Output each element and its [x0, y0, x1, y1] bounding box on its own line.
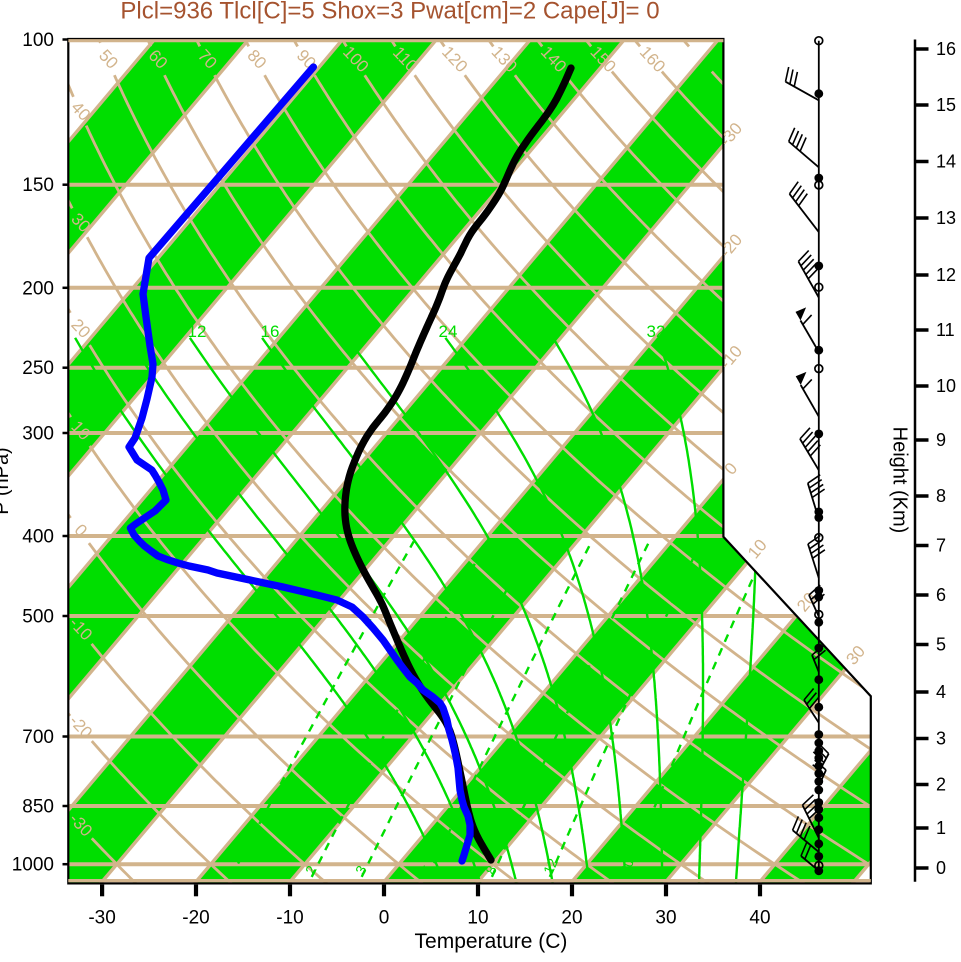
- svg-text:20: 20: [561, 908, 582, 929]
- svg-text:9: 9: [936, 430, 946, 450]
- svg-text:150: 150: [22, 175, 54, 196]
- svg-text:8: 8: [936, 486, 946, 506]
- svg-text:-10: -10: [276, 908, 303, 929]
- svg-text:16: 16: [936, 39, 956, 59]
- svg-text:14: 14: [936, 152, 956, 172]
- svg-text:10: 10: [936, 376, 956, 396]
- svg-text:Plcl=936 Tlcl[C]=5 Shox=3 Pwat: Plcl=936 Tlcl[C]=5 Shox=3 Pwat[cm]=2 Cap…: [120, 0, 659, 25]
- svg-text:24: 24: [439, 322, 458, 341]
- svg-text:400: 400: [22, 527, 54, 548]
- svg-text:20: 20: [616, 856, 637, 877]
- svg-text:250: 250: [22, 358, 54, 379]
- svg-text:200: 200: [22, 278, 54, 299]
- svg-text:30: 30: [655, 908, 676, 929]
- svg-text:32: 32: [647, 322, 666, 341]
- svg-text:0: 0: [936, 858, 946, 878]
- svg-text:3: 3: [936, 729, 946, 749]
- svg-text:10: 10: [467, 908, 488, 929]
- svg-text:13: 13: [936, 208, 956, 228]
- svg-text:12: 12: [540, 856, 561, 877]
- svg-text:Temperature (C): Temperature (C): [415, 930, 568, 953]
- svg-text:700: 700: [22, 727, 54, 748]
- svg-text:7: 7: [936, 536, 946, 556]
- svg-text:Height (Km): Height (Km): [889, 427, 911, 534]
- svg-text:1: 1: [936, 818, 946, 838]
- svg-text:15: 15: [936, 95, 956, 115]
- svg-text:12: 12: [188, 322, 207, 341]
- svg-text:P (hPa): P (hPa): [0, 447, 13, 514]
- svg-text:850: 850: [22, 797, 54, 818]
- svg-text:1000: 1000: [12, 855, 54, 876]
- svg-text:0: 0: [379, 908, 390, 929]
- svg-text:5: 5: [936, 635, 946, 655]
- svg-text:300: 300: [22, 424, 54, 445]
- svg-text:2: 2: [936, 775, 946, 795]
- svg-text:16: 16: [261, 322, 280, 341]
- svg-text:40: 40: [749, 908, 770, 929]
- svg-text:4: 4: [936, 682, 946, 702]
- svg-text:11: 11: [936, 320, 955, 340]
- svg-text:500: 500: [22, 607, 54, 628]
- svg-text:100: 100: [22, 30, 54, 51]
- svg-text:-30: -30: [88, 908, 115, 929]
- svg-text:-20: -20: [182, 908, 209, 929]
- svg-text:12: 12: [936, 265, 956, 285]
- svg-text:6: 6: [936, 585, 946, 605]
